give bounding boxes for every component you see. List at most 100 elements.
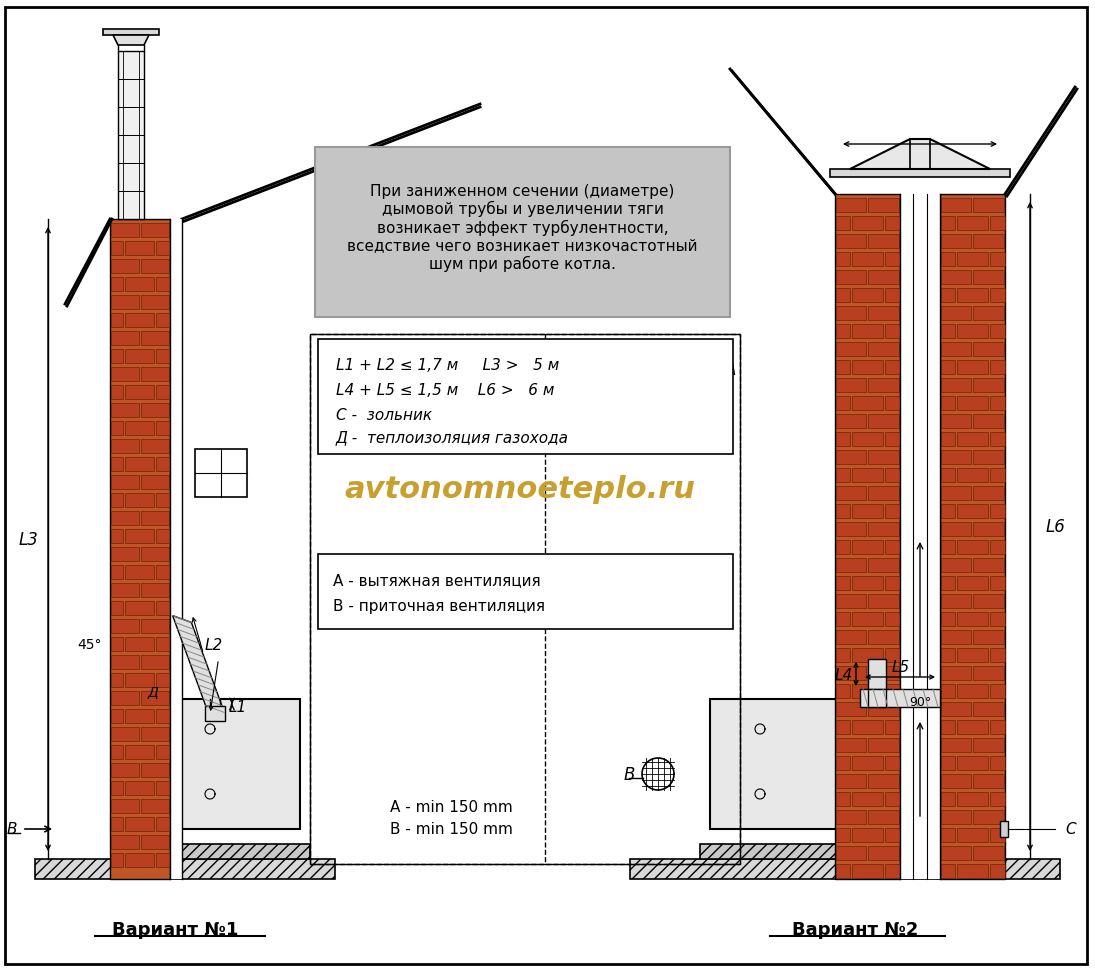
Bar bbox=[957, 505, 988, 518]
Text: 90°: 90° bbox=[909, 695, 931, 707]
Bar bbox=[835, 270, 866, 285]
Bar bbox=[111, 602, 124, 615]
Bar bbox=[111, 403, 138, 418]
Bar bbox=[868, 703, 899, 716]
Bar bbox=[111, 493, 124, 508]
Bar bbox=[835, 594, 866, 609]
Bar bbox=[155, 602, 170, 615]
Bar bbox=[941, 451, 971, 464]
Bar bbox=[990, 793, 1004, 806]
Bar bbox=[852, 289, 883, 302]
Bar bbox=[868, 234, 899, 249]
Bar bbox=[111, 638, 124, 651]
Bar bbox=[941, 505, 955, 518]
Bar bbox=[835, 486, 866, 500]
Bar bbox=[125, 241, 153, 256]
Bar bbox=[852, 396, 883, 411]
Bar bbox=[140, 728, 169, 741]
Bar bbox=[941, 234, 971, 249]
Text: С -  зольник: С - зольник bbox=[336, 408, 433, 422]
Bar bbox=[111, 386, 124, 399]
Bar bbox=[868, 846, 899, 860]
Bar bbox=[990, 217, 1004, 231]
Bar bbox=[885, 289, 899, 302]
Bar bbox=[835, 522, 866, 537]
Bar bbox=[111, 817, 124, 831]
Bar bbox=[111, 260, 138, 273]
Bar bbox=[940, 195, 1005, 879]
Bar bbox=[941, 846, 971, 860]
Bar bbox=[885, 864, 899, 878]
Bar bbox=[140, 691, 169, 705]
Bar bbox=[155, 386, 170, 399]
Bar bbox=[868, 774, 899, 788]
Bar bbox=[111, 547, 138, 561]
Bar bbox=[111, 799, 138, 813]
Bar bbox=[700, 844, 865, 860]
Bar bbox=[835, 846, 866, 860]
Bar bbox=[868, 451, 899, 464]
Bar bbox=[111, 512, 138, 525]
Text: Вариант №1: Вариант №1 bbox=[112, 920, 239, 938]
Bar bbox=[868, 738, 899, 752]
Bar bbox=[835, 810, 866, 825]
Bar bbox=[941, 703, 971, 716]
Bar bbox=[835, 648, 850, 663]
Bar bbox=[941, 522, 971, 537]
Bar bbox=[885, 684, 899, 699]
Bar bbox=[835, 306, 866, 321]
Bar bbox=[885, 505, 899, 518]
Polygon shape bbox=[173, 616, 224, 713]
Bar bbox=[125, 817, 153, 831]
Bar bbox=[990, 720, 1004, 735]
Bar bbox=[957, 217, 988, 231]
Bar bbox=[111, 728, 138, 741]
Bar bbox=[155, 278, 170, 292]
Bar bbox=[852, 325, 883, 338]
Bar bbox=[957, 360, 988, 375]
Bar bbox=[835, 738, 866, 752]
Bar bbox=[957, 325, 988, 338]
Text: L1 + L2 ≤ 1,7 м     L3 >   5 м: L1 + L2 ≤ 1,7 м L3 > 5 м bbox=[336, 358, 560, 373]
Bar bbox=[868, 306, 899, 321]
Bar bbox=[941, 612, 955, 626]
Bar bbox=[111, 691, 138, 705]
Bar bbox=[835, 864, 850, 878]
Bar bbox=[835, 469, 850, 483]
Bar bbox=[111, 440, 138, 453]
Bar bbox=[125, 314, 153, 328]
Bar bbox=[941, 415, 971, 428]
Bar bbox=[941, 684, 955, 699]
Bar bbox=[140, 224, 169, 237]
Bar bbox=[630, 860, 1060, 879]
Bar bbox=[941, 631, 971, 644]
Bar bbox=[885, 360, 899, 375]
Bar bbox=[868, 667, 899, 680]
Bar bbox=[140, 655, 169, 670]
Bar bbox=[941, 541, 955, 554]
Bar bbox=[957, 648, 988, 663]
Bar bbox=[973, 667, 1004, 680]
Bar bbox=[140, 331, 169, 346]
Bar bbox=[835, 289, 850, 302]
Bar bbox=[125, 781, 153, 796]
Bar bbox=[835, 577, 850, 590]
Bar bbox=[140, 512, 169, 525]
Bar bbox=[125, 602, 153, 615]
Bar bbox=[941, 343, 971, 357]
Bar bbox=[118, 52, 145, 220]
Bar bbox=[885, 828, 899, 842]
Bar bbox=[973, 810, 1004, 825]
Bar bbox=[830, 170, 1010, 178]
Bar bbox=[941, 306, 971, 321]
Bar bbox=[111, 296, 138, 310]
Bar bbox=[973, 558, 1004, 573]
Bar bbox=[835, 343, 866, 357]
Bar bbox=[868, 522, 899, 537]
Bar bbox=[140, 764, 169, 777]
Bar bbox=[990, 828, 1004, 842]
Bar bbox=[868, 810, 899, 825]
Text: L3: L3 bbox=[18, 530, 38, 548]
Bar bbox=[195, 450, 247, 497]
Bar bbox=[990, 541, 1004, 554]
